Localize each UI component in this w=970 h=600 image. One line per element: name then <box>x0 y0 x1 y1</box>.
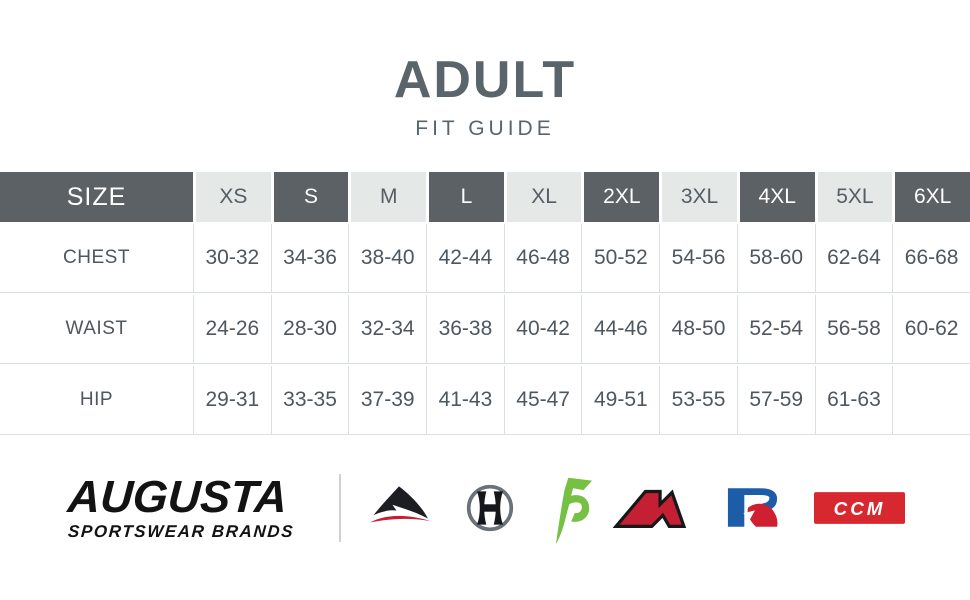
row-label: HIP <box>79 389 114 410</box>
brand-footer: AUGUSTA SPORTSWEAR BRANDS <box>0 460 970 580</box>
hip-xl: 45-47 <box>503 366 582 434</box>
waist-6xl: 60-62 <box>892 295 970 363</box>
waist-s: 28-30 <box>270 295 349 363</box>
waist-m: 32-34 <box>348 295 426 363</box>
chest-4xl: 58-60 <box>736 224 815 292</box>
waist-4xl: 52-54 <box>736 295 815 363</box>
chest-6xl: 66-68 <box>892 224 970 292</box>
col-header-s: S <box>270 172 349 222</box>
hip-3xl: 53-55 <box>659 366 737 434</box>
size-table: SIZE XS S M L XL 2XL 3XL 4XL 5XL 6XL CHE… <box>0 172 970 435</box>
ccm-icon: CCM <box>813 492 906 524</box>
table-row-chest: CHEST 30-32 34-36 38-40 42-44 46-48 50-5… <box>0 222 970 293</box>
chest-5xl: 62-64 <box>814 224 893 292</box>
waist-3xl: 48-50 <box>659 295 737 363</box>
page-subtitle: FIT GUIDE <box>415 117 555 141</box>
chest-xl: 46-48 <box>503 224 582 292</box>
size-header-cell: SIZE <box>0 172 193 222</box>
pacific-headwear-icon <box>612 489 687 528</box>
hip-m: 37-39 <box>348 366 426 434</box>
brand-name: AUGUSTA <box>66 471 289 522</box>
chest-xs: 30-32 <box>193 224 271 292</box>
chest-3xl: 54-56 <box>659 224 737 292</box>
col-header-3xl: 3XL <box>659 172 737 222</box>
table-header-row: SIZE XS S M L XL 2XL 3XL 4XL 5XL 6XL <box>0 172 970 222</box>
hip-xs: 29-31 <box>193 366 271 434</box>
chest-2xl: 50-52 <box>581 224 659 292</box>
hip-5xl: 61-63 <box>814 366 893 434</box>
hip-6xl <box>892 366 970 434</box>
waist-l: 36-38 <box>426 295 504 363</box>
waist-xl: 40-42 <box>503 295 582 363</box>
col-header-xs: XS <box>193 172 271 222</box>
row-label: CHEST <box>63 247 130 268</box>
ccm-label: CCM <box>834 498 886 519</box>
table-row-hip: HIP 29-31 33-35 37-39 41-43 45-47 49-51 … <box>0 364 970 435</box>
row-label: WAIST <box>65 318 128 339</box>
hip-4xl: 57-59 <box>736 366 815 434</box>
col-header-l: L <box>426 172 504 222</box>
chest-l: 42-44 <box>426 224 504 292</box>
augusta-icon <box>370 486 431 523</box>
hip-l: 41-43 <box>426 366 504 434</box>
col-header-m: M <box>348 172 427 222</box>
col-header-5xl: 5XL <box>814 172 893 222</box>
title-block: ADULT FIT GUIDE <box>0 51 970 141</box>
hip-2xl: 49-51 <box>581 366 659 434</box>
waist-5xl: 56-58 <box>814 295 893 363</box>
chest-s: 34-36 <box>270 224 349 292</box>
col-header-6xl: 6XL <box>892 172 970 222</box>
page-title: ADULT <box>393 51 577 109</box>
brand-tagline: SPORTSWEAR BRANDS <box>67 522 295 541</box>
waist-xs: 24-26 <box>193 295 271 363</box>
footer-divider <box>339 474 341 542</box>
russell-athletic-icon <box>727 488 778 527</box>
hip-s: 33-35 <box>270 366 349 434</box>
col-header-2xl: 2XL <box>581 172 660 222</box>
high-five-icon <box>555 477 593 545</box>
chest-m: 38-40 <box>348 224 426 292</box>
waist-2xl: 44-46 <box>581 295 659 363</box>
holloway-icon <box>466 484 514 532</box>
table-row-waist: WAIST 24-26 28-30 32-34 36-38 40-42 44-4… <box>0 293 970 364</box>
col-header-4xl: 4XL <box>736 172 815 222</box>
augusta-wordmark: AUGUSTA SPORTSWEAR BRANDS <box>66 471 295 542</box>
col-header-xl: XL <box>503 172 582 222</box>
